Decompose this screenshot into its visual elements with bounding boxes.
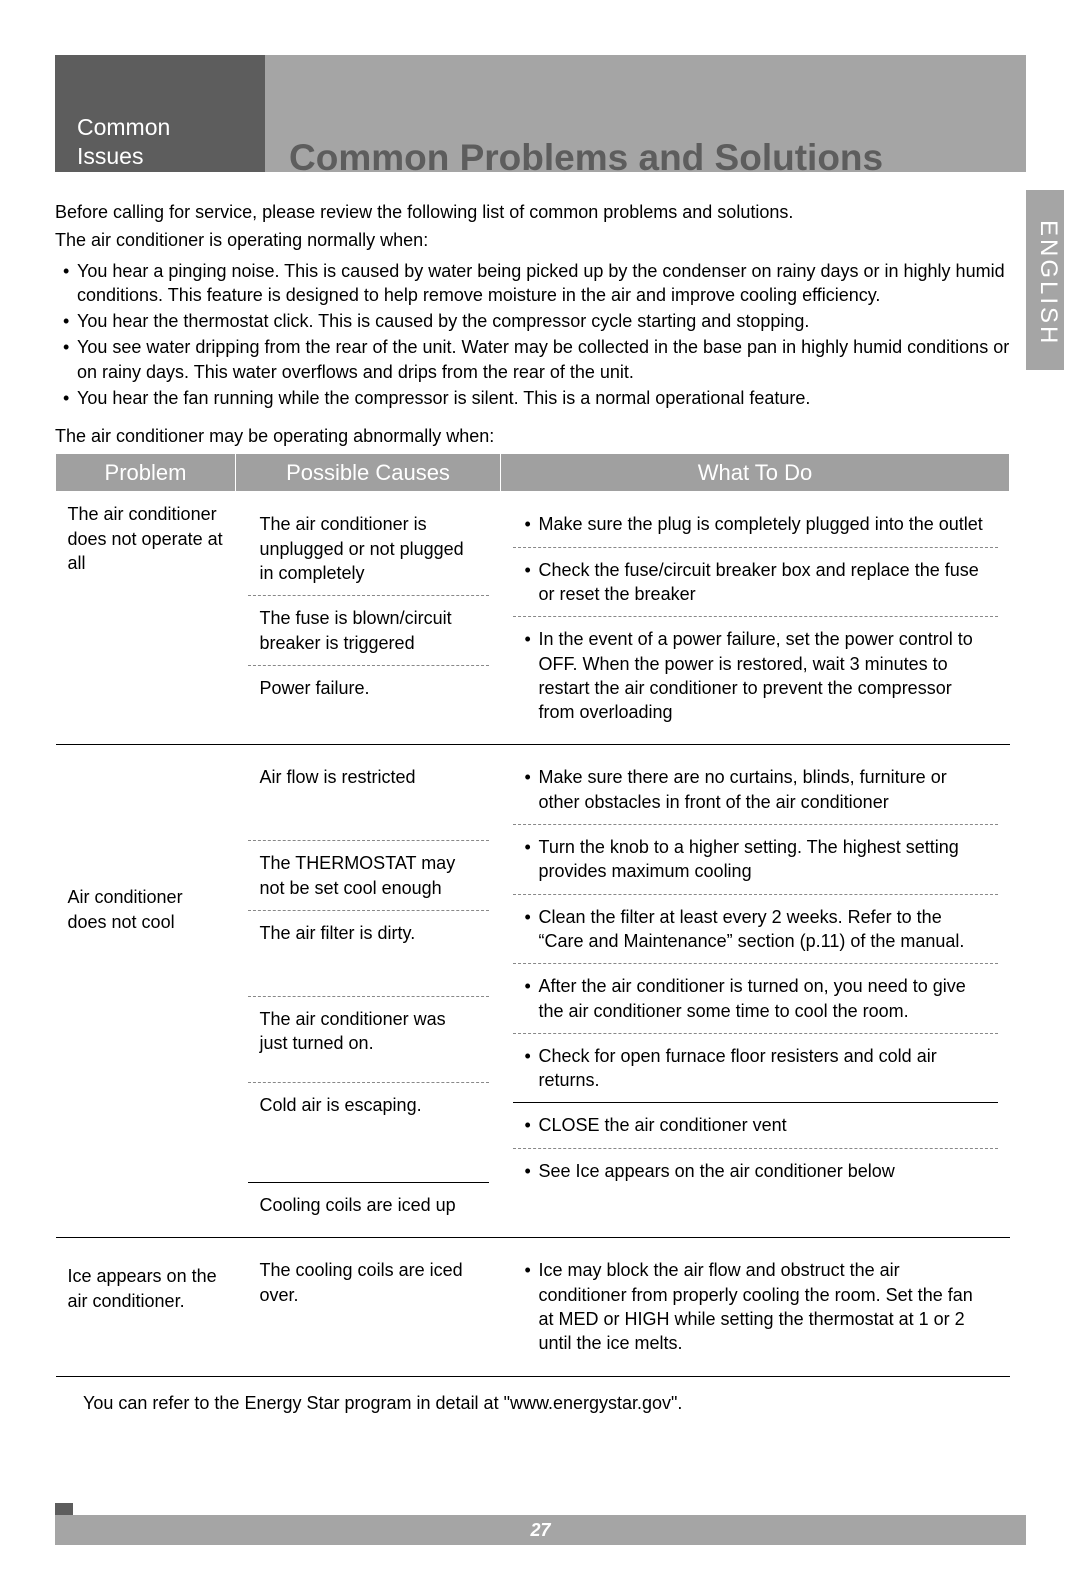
section-tab: Common Issues [55, 55, 265, 172]
header-band: Common Problems and Solutions [265, 55, 1026, 172]
todo-text: Check the fuse/circuit breaker box and r… [525, 558, 986, 607]
troubleshooting-table: Problem Possible Causes What To Do The a… [55, 453, 1010, 1377]
cause-text: The air conditioner was just turned on. [248, 997, 489, 1083]
cause-text: The air conditioner is unplugged or not … [248, 502, 489, 596]
todo-text: See Ice appears on the air conditioner b… [525, 1159, 986, 1183]
list-item: You hear the fan running while the compr… [63, 386, 1010, 410]
problem-cell: Air conditioner does not cool [56, 745, 236, 1238]
list-item: You hear a pinging noise. This is caused… [63, 259, 1010, 308]
causes-cell: The cooling coils are iced over. [236, 1238, 501, 1376]
language-tab: ENGLISH [1026, 190, 1064, 370]
intro-block: Before calling for service, please revie… [55, 200, 1010, 449]
section-tab-line1: Common [77, 113, 247, 142]
todo-text: Turn the knob to a higher setting. The h… [525, 835, 986, 884]
content-area: Before calling for service, please revie… [55, 200, 1010, 1415]
cause-text: The THERMOSTAT may not be set cool enoug… [248, 841, 489, 911]
causes-cell: The air conditioner is unplugged or not … [236, 492, 501, 745]
todo-cell: Make sure the plug is completely plugged… [501, 492, 1010, 745]
cause-text: The air filter is dirty. [248, 911, 489, 997]
problem-cell: The air conditioner does not operate at … [56, 492, 236, 745]
cause-text: Power failure. [248, 666, 489, 710]
todo-text: Clean the filter at least every 2 weeks.… [525, 905, 986, 954]
todo-text: CLOSE the air conditioner vent [525, 1113, 986, 1137]
footer-band: 27 [55, 1515, 1026, 1545]
intro-p3: The air conditioner may be operating abn… [55, 424, 1010, 448]
table-row: Air conditioner does not cool Air flow i… [56, 745, 1010, 1238]
cause-text: The fuse is blown/circuit breaker is tri… [248, 596, 489, 666]
cause-text: The cooling coils are iced over. [248, 1248, 489, 1317]
todo-text: In the event of a power failure, set the… [525, 627, 986, 724]
manual-page: Common Issues Common Problems and Soluti… [0, 0, 1080, 1583]
todo-text: Ice may block the air flow and obstruct … [525, 1258, 986, 1355]
normal-operation-list: You hear a pinging noise. This is caused… [55, 259, 1010, 411]
table-row: Ice appears on the air conditioner. The … [56, 1238, 1010, 1376]
intro-p2: The air conditioner is operating normall… [55, 228, 1010, 252]
col-header-problem: Problem [56, 453, 236, 492]
todo-cell: Ice may block the air flow and obstruct … [501, 1238, 1010, 1376]
todo-text: Check for open furnace floor resisters a… [525, 1044, 986, 1093]
todo-text: Make sure there are no curtains, blinds,… [525, 765, 986, 814]
col-header-todo: What To Do [501, 453, 1010, 492]
col-header-causes: Possible Causes [236, 453, 501, 492]
footnote: You can refer to the Energy Star program… [55, 1391, 1010, 1415]
todo-cell: Make sure there are no curtains, blinds,… [501, 745, 1010, 1238]
page-title: Common Problems and Solutions [265, 55, 1026, 183]
list-item: You see water dripping from the rear of … [63, 335, 1010, 384]
todo-text: Make sure the plug is completely plugged… [525, 512, 986, 536]
cause-text: Cooling coils are iced up [248, 1183, 489, 1227]
causes-cell: Air flow is restricted The THERMOSTAT ma… [236, 745, 501, 1238]
section-tab-line2: Issues [77, 142, 247, 171]
list-item: You hear the thermostat click. This is c… [63, 309, 1010, 333]
intro-p1: Before calling for service, please revie… [55, 200, 1010, 224]
cause-text: Cold air is escaping. [248, 1083, 489, 1183]
table-row: The air conditioner does not operate at … [56, 492, 1010, 745]
problem-cell: Ice appears on the air conditioner. [56, 1238, 236, 1376]
page-number: 27 [530, 1520, 550, 1540]
cause-text: Air flow is restricted [248, 755, 489, 841]
todo-text: After the air conditioner is turned on, … [525, 974, 986, 1023]
